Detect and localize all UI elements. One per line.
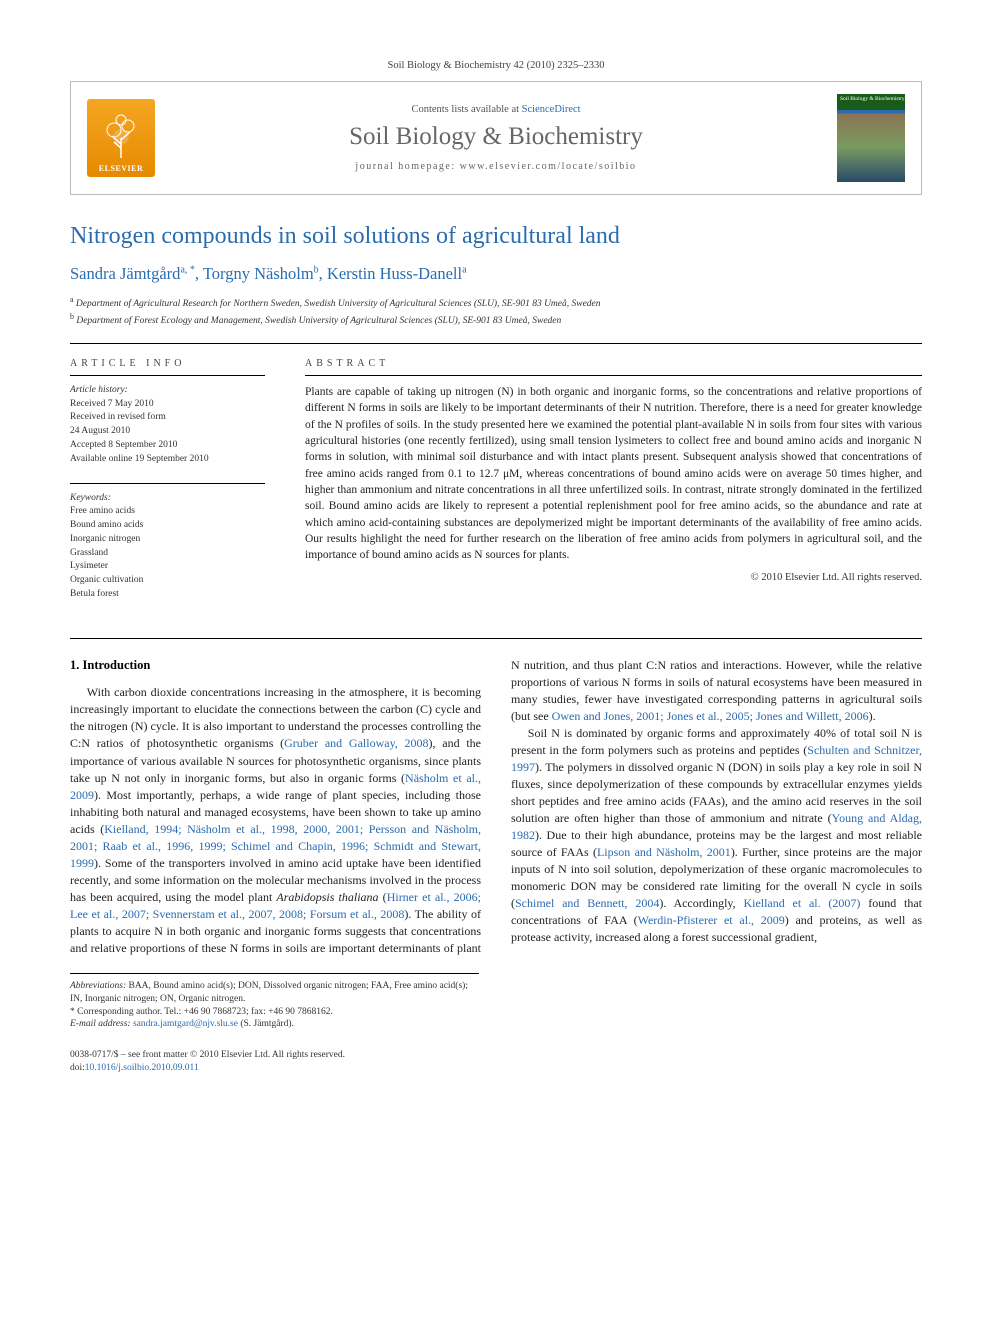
citation-link[interactable]: Svennerstam et al., 2007, 2008; Forsum e… [153, 907, 405, 921]
article-info-heading: ARTICLE INFO [70, 358, 265, 376]
keyword: Free amino acids [70, 505, 265, 519]
abbrev-label: Abbreviations: [70, 981, 126, 991]
journal-homepage: journal homepage: www.elsevier.com/locat… [179, 161, 813, 172]
doi-link[interactable]: 10.1016/j.soilbio.2010.09.011 [85, 1063, 199, 1073]
citation-link[interactable]: Schimel and Bennett, 2004 [515, 896, 659, 910]
author-marks: a, * [180, 265, 194, 276]
abstract-heading: ABSTRACT [305, 358, 922, 376]
history-line: Received in revised form [70, 411, 265, 425]
doi-label: doi: [70, 1063, 85, 1073]
citation-link[interactable]: Werdin-Pfisterer et al., 2009 [638, 913, 785, 927]
article-title: Nitrogen compounds in soil solutions of … [70, 223, 922, 250]
abbreviations-line: Abbreviations: BAA, Bound amino acid(s);… [70, 980, 479, 1006]
article-history: Article history: Received 7 May 2010 Rec… [70, 384, 265, 467]
email-line: E-mail address: sandra.jamtgard@njv.slu.… [70, 1018, 479, 1031]
issn-line: 0038-0717/$ – see front matter © 2010 El… [70, 1049, 345, 1062]
divider [70, 638, 922, 639]
keyword: Bound amino acids [70, 519, 265, 533]
affil-text: Department of Forest Ecology and Managem… [76, 317, 561, 327]
homepage-url: www.elsevier.com/locate/soilbio [460, 161, 637, 172]
publisher-name: ELSEVIER [99, 164, 143, 173]
author-name: Kerstin Huss-Danell [327, 264, 462, 283]
author: Kerstin Huss-Danella [327, 264, 467, 283]
affiliations: a Department of Agricultural Research fo… [70, 294, 922, 329]
keywords-label: Keywords: [70, 492, 265, 506]
keyword-italic: Betula forest [70, 589, 119, 599]
section-heading: 1. Introduction [70, 657, 481, 675]
abstract-column: ABSTRACT Plants are capable of taking up… [305, 358, 922, 618]
article-info-column: ARTICLE INFO Article history: Received 7… [70, 358, 265, 618]
species-name: Arabidopsis thaliana [276, 890, 378, 904]
keyword: Betula forest [70, 588, 265, 602]
affil-text: Department of Agricultural Research for … [76, 299, 601, 309]
history-line: Accepted 8 September 2010 [70, 439, 265, 453]
keyword: Lysimeter [70, 560, 265, 574]
homepage-label: journal homepage: [355, 161, 459, 172]
contents-available-line: Contents lists available at ScienceDirec… [179, 104, 813, 115]
affiliation: a Department of Agricultural Research fo… [70, 294, 922, 311]
author-marks: b [314, 265, 319, 276]
cover-text: Soil Biology & Biochemistry [840, 96, 905, 102]
body-text: 1. Introduction With carbon dioxide conc… [70, 657, 922, 957]
author: Torgny Näsholmb [203, 264, 319, 283]
footnotes: Abbreviations: BAA, Bound amino acid(s);… [70, 973, 479, 1031]
history-line: Available online 19 September 2010 [70, 453, 265, 467]
citation-link[interactable]: Kielland et al. (2007) [743, 896, 860, 910]
citation-link[interactable]: Lipson and Näsholm, 2001 [597, 845, 731, 859]
keyword: Grassland [70, 547, 265, 561]
doi-line: doi:10.1016/j.soilbio.2010.09.011 [70, 1062, 345, 1075]
author-list: Sandra Jämtgårda, *, Torgny Näsholmb, Ke… [70, 264, 922, 284]
corresponding-author-line: * Corresponding author. Tel.: +46 90 786… [70, 1006, 479, 1019]
abstract-copyright: © 2010 Elsevier Ltd. All rights reserved… [305, 572, 922, 583]
keyword: Organic cultivation [70, 574, 265, 588]
divider [70, 483, 265, 484]
affil-mark: b [70, 312, 74, 321]
corr-text: Tel.: +46 90 7868723; fax: +46 90 786816… [162, 1007, 333, 1017]
affil-mark: a [70, 295, 74, 304]
author-name: Torgny Näsholm [203, 264, 314, 283]
page-footer: 0038-0717/$ – see front matter © 2010 El… [70, 1049, 922, 1076]
journal-cover-thumbnail: Soil Biology & Biochemistry [837, 94, 905, 182]
abbrev-text: BAA, Bound amino acid(s); DON, Dissolved… [70, 981, 468, 1004]
history-label: Article history: [70, 384, 265, 398]
email-link[interactable]: sandra.jamtgard@njv.slu.se [133, 1019, 238, 1029]
divider [70, 343, 922, 344]
citation-link[interactable]: Gruber and Galloway, 2008 [284, 736, 428, 750]
affiliation: b Department of Forest Ecology and Manag… [70, 311, 922, 328]
email-name: (S. Jämtgård). [238, 1019, 294, 1029]
body-text-run: ). Accordingly, [659, 896, 743, 910]
elsevier-tree-icon [94, 110, 148, 164]
history-line: 24 August 2010 [70, 425, 265, 439]
publisher-logo: ELSEVIER [87, 99, 155, 177]
history-line: Received 7 May 2010 [70, 398, 265, 412]
journal-header: ELSEVIER Contents lists available at Sci… [70, 81, 922, 195]
body-text-run: ). [869, 709, 876, 723]
keyword: Inorganic nitrogen [70, 533, 265, 547]
corr-label: * Corresponding author. [70, 1007, 162, 1017]
journal-name: Soil Biology & Biochemistry [179, 123, 813, 151]
keywords-block: Keywords: Free amino acids Bound amino a… [70, 492, 265, 602]
abstract-text: Plants are capable of taking up nitrogen… [305, 384, 922, 564]
journal-reference: Soil Biology & Biochemistry 42 (2010) 23… [70, 60, 922, 71]
paragraph: Soil N is dominated by organic forms and… [511, 725, 922, 946]
citation-link[interactable]: Owen and Jones, 2001; Jones et al., 2005… [552, 709, 869, 723]
contents-prefix: Contents lists available at [411, 104, 521, 115]
body-text-run: ( [379, 890, 387, 904]
author-marks: a [462, 265, 466, 276]
sciencedirect-link[interactable]: ScienceDirect [522, 104, 581, 115]
author: Sandra Jämtgårda, * [70, 264, 195, 283]
email-label: E-mail address: [70, 1019, 131, 1029]
author-name: Sandra Jämtgård [70, 264, 180, 283]
